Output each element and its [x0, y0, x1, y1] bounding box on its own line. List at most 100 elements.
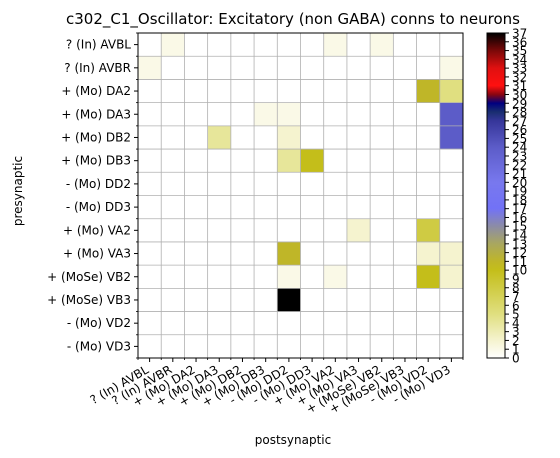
y-tick-label: + (MoSe) VB3 [47, 293, 131, 307]
heatmap-cell [138, 33, 162, 57]
y-tick-label: - (Mo) DD2 [66, 177, 131, 191]
colorbar-tick-label: 21 [512, 167, 527, 181]
heatmap-cell [184, 265, 208, 289]
y-tick-label: + (Mo) DA2 [61, 84, 131, 98]
heatmap-cell [161, 149, 185, 173]
heatmap-cell [207, 56, 232, 80]
heatmap-cell [300, 334, 325, 359]
colorbar-tick-label: 32 [512, 70, 527, 84]
heatmap-cell [393, 172, 417, 196]
colorbar-tick-label: 9 [512, 272, 520, 286]
heatmap-cell [254, 56, 278, 80]
heatmap-cell [161, 33, 185, 57]
heatmap-cell [161, 288, 185, 312]
heatmap-cell [370, 56, 394, 80]
heatmap-cell [393, 79, 417, 103]
heatmap-cell [184, 149, 208, 173]
heatmap-cell [184, 241, 208, 266]
heatmap-cell [370, 218, 394, 243]
heatmap-cell [277, 56, 301, 80]
colorbar-tick-label: 25 [512, 132, 527, 146]
heatmap-cell [346, 56, 371, 80]
heatmap-cell [277, 125, 301, 150]
heatmap-cell [161, 79, 185, 103]
heatmap-cell [277, 149, 301, 173]
heatmap-cell [277, 172, 301, 196]
colorbar-tick-label: 14 [512, 229, 527, 243]
heatmap-cell [277, 265, 301, 289]
colorbar-tick-label: 24 [512, 141, 527, 155]
heatmap-cell [393, 265, 417, 289]
heatmap-cell [439, 79, 464, 103]
heatmap-cell [323, 311, 348, 336]
heatmap-cell [207, 102, 232, 127]
heatmap-cell [323, 102, 348, 127]
heatmap-cell [230, 334, 255, 359]
heatmap-cell [254, 288, 278, 312]
heatmap-cell [254, 33, 278, 57]
heatmap-cell [393, 195, 417, 220]
heatmap-cell [161, 172, 185, 196]
heatmap-cell [254, 102, 278, 127]
heatmap-cell [393, 149, 417, 173]
heatmap-cell [370, 172, 394, 196]
heatmap-cell [370, 149, 394, 173]
chart-title: c302_C1_Oscillator: Excitatory (non GABA… [66, 10, 520, 29]
heatmap-cell [346, 288, 371, 312]
heatmap-cell [323, 265, 348, 289]
heatmap-cell [439, 241, 464, 266]
heatmap-cell [393, 241, 417, 266]
heatmap-cell [207, 218, 232, 243]
heatmap-cell [300, 241, 325, 266]
heatmap-cell [207, 265, 232, 289]
colorbar-tick-label: 34 [512, 53, 527, 67]
heatmap-cell [277, 218, 301, 243]
heatmap-cell [393, 311, 417, 336]
colorbar-tick-label: 16 [512, 211, 527, 225]
colorbar [486, 32, 506, 359]
heatmap-cell [416, 195, 441, 220]
heatmap-cell [323, 195, 348, 220]
heatmap-cell [346, 311, 371, 336]
heatmap-cell [161, 334, 185, 359]
heatmap-cell [184, 33, 208, 57]
heatmap-cell [416, 334, 441, 359]
heatmap-cell [416, 33, 441, 57]
heatmap-cell [277, 241, 301, 266]
heatmap-cell [138, 172, 162, 196]
heatmap-cells [138, 33, 464, 359]
heatmap-cell [254, 149, 278, 173]
colorbar-tick-label: 5 [512, 308, 520, 322]
colorbar-tick-label: 8 [512, 281, 520, 295]
colorbar-tick-label: 29 [512, 97, 527, 111]
heatmap-cell [300, 125, 325, 150]
x-axis-ticks: ? (In) AVBL? (In) AVBR+ (Mo) DA2+ (Mo) D… [88, 358, 464, 417]
y-tick-label: + (Mo) DA3 [61, 107, 131, 121]
heatmap-cell [323, 149, 348, 173]
heatmap-cell [416, 311, 441, 336]
heatmap-cell [138, 79, 162, 103]
heatmap-cell [230, 311, 255, 336]
colorbar-tick-label: 19 [512, 185, 527, 199]
heatmap-cell [161, 195, 185, 220]
heatmap-cell [138, 265, 162, 289]
colorbar-tick-label: 26 [512, 123, 527, 137]
heatmap-cell [416, 288, 441, 312]
heatmap-cell [416, 79, 441, 103]
heatmap-cell [439, 218, 464, 243]
heatmap-cell [416, 172, 441, 196]
colorbar-tick-label: 23 [512, 149, 527, 163]
heatmap-cell [184, 288, 208, 312]
heatmap-cell [346, 241, 371, 266]
heatmap-cell [161, 265, 185, 289]
heatmap-cell [439, 56, 464, 80]
y-tick-label: + (Mo) DB3 [61, 154, 131, 168]
heatmap-cell [346, 102, 371, 127]
heatmap-cell [323, 288, 348, 312]
heatmap-cell [323, 218, 348, 243]
heatmap-cell [230, 195, 255, 220]
heatmap-cell [184, 311, 208, 336]
heatmap-cell [300, 56, 325, 80]
heatmap-cell [207, 79, 232, 103]
